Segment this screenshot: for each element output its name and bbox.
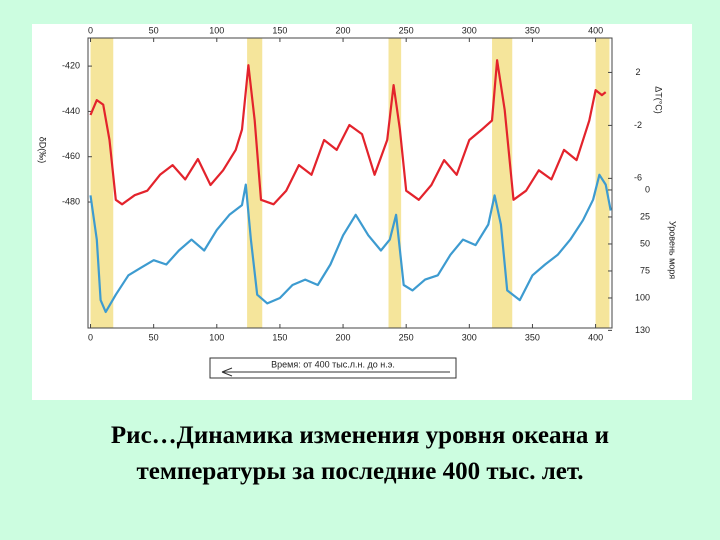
highlight-band: [595, 38, 610, 328]
y3-tick-label: -2: [634, 120, 642, 130]
x-tick-label-top: 50: [149, 25, 159, 35]
x-tick-label: 350: [525, 332, 540, 342]
x-tick-label-top: 200: [336, 25, 351, 35]
highlight-band: [247, 38, 263, 328]
y2-tick-label: 130: [635, 325, 650, 335]
y2-tick-label: 0: [645, 184, 650, 194]
chart-background: [32, 24, 692, 400]
series-line: [89, 59, 607, 206]
x-tick-label: 50: [149, 332, 159, 342]
y2-tick-label: 25: [640, 211, 650, 221]
x-tick-label-top: 250: [399, 25, 414, 35]
x-tick-label: 300: [462, 332, 477, 342]
arrow-box: [209, 357, 457, 379]
y-tick-label: -420: [62, 60, 80, 70]
highlight-band: [492, 38, 513, 328]
highlight-band: [90, 38, 114, 328]
highlight-band: [388, 38, 402, 328]
caption: Рис…Динамика изменения уровня океана и т…: [110, 422, 610, 485]
y-axis-title: δD(‰): [38, 137, 48, 164]
x-tick-label-top: 100: [209, 25, 224, 35]
y3-axis-title: ΔT(°C): [654, 86, 664, 114]
y-tick-label: -480: [62, 196, 80, 206]
y3-tick-label: 2: [635, 67, 640, 77]
series-line: [89, 173, 612, 314]
y-tick-label: -460: [62, 151, 80, 161]
x-tick-label: 200: [336, 332, 351, 342]
y2-tick-label: 50: [640, 238, 650, 248]
y2-tick-label: 75: [640, 265, 650, 275]
x-tick-label-top: 300: [462, 25, 477, 35]
plot-frame: [87, 37, 613, 329]
x-tick-label: 0: [88, 332, 93, 342]
x-tick-label-top: 150: [272, 25, 287, 35]
x-tick-label-top: 350: [525, 25, 540, 35]
y2-tick-label: 100: [635, 292, 650, 302]
x-axis-title: Время: от 400 тыс.л.н. до н.э.: [271, 359, 395, 369]
x-tick-label: 400: [588, 332, 603, 342]
x-tick-label: 100: [209, 332, 224, 342]
x-tick-label: 250: [399, 332, 414, 342]
x-tick-label-top: 0: [88, 25, 93, 35]
y-tick-label: -440: [62, 106, 80, 116]
y3-tick-label: -6: [634, 173, 642, 183]
x-tick-label: 150: [272, 332, 287, 342]
x-tick-label-top: 400: [588, 25, 603, 35]
y2-axis-title: Уровень моря: [668, 221, 678, 279]
arrow-head: [221, 367, 233, 377]
